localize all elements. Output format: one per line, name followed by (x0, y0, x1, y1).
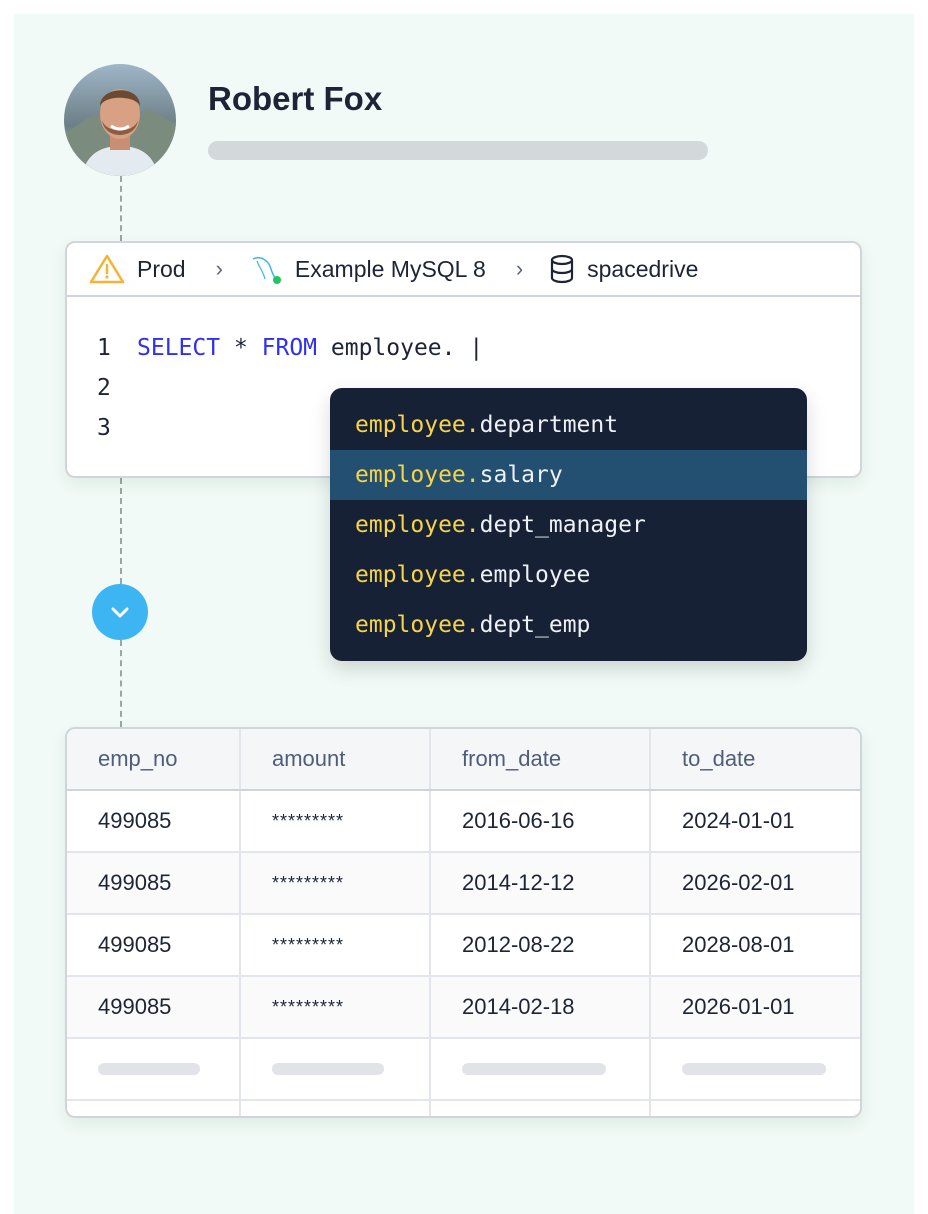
code-line: 3 (97, 415, 483, 455)
cell-emp-no: 499085 (67, 915, 241, 975)
cell-amount: ********* (241, 915, 431, 975)
connector-line (120, 640, 122, 727)
skeleton-cell (67, 1039, 241, 1099)
cell-emp-no: 499085 (67, 791, 241, 851)
table-row[interactable]: 499085 ********* 2014-12-12 2026-02-01 (67, 853, 860, 915)
suggestion-prefix: employee. (355, 562, 480, 588)
empty-cell (241, 1101, 431, 1116)
chevron-right-icon: › (215, 256, 223, 281)
user-name: Robert Fox (208, 80, 383, 117)
table-row[interactable]: 499085 ********* 2014-02-18 2026-01-01 (67, 977, 860, 1039)
cell-amount: ********* (241, 853, 431, 913)
suggestion-label: department (479, 412, 619, 438)
skeleton-cell (241, 1039, 431, 1099)
avatar (64, 64, 176, 176)
chevron-down-icon (111, 607, 129, 618)
column-header[interactable]: emp_no (67, 729, 241, 789)
code-editor[interactable]: 1 SELECT * FROM employee. | 2 3 (97, 335, 483, 455)
cell-from-date: 2012-08-22 (431, 915, 651, 975)
cell-amount: ********* (241, 791, 431, 851)
column-header[interactable]: to_date (682, 746, 756, 771)
suggestion-prefix: employee. (355, 412, 480, 438)
suggestion-label: dept_emp (479, 612, 591, 638)
warning-icon (89, 254, 125, 284)
operator: * (220, 335, 262, 361)
cell-amount: ********* (241, 977, 431, 1037)
skeleton-placeholder (208, 141, 708, 160)
mysql-dolphin-icon (249, 253, 283, 285)
autocomplete-dropdown: employee.department employee.salary empl… (330, 388, 807, 661)
autocomplete-item[interactable]: employee.department (330, 400, 807, 450)
keyword: SELECT (137, 335, 221, 361)
empty-cell (651, 1101, 860, 1116)
results-table: emp_no amount from_date to_date 499085 *… (65, 727, 862, 1118)
breadcrumb-item-env[interactable]: Prod (137, 255, 186, 282)
connector-line (120, 176, 122, 241)
suggestion-label: employee (479, 562, 591, 588)
line-number: 1 (97, 335, 111, 361)
table-row-empty (67, 1101, 860, 1116)
cell-emp-no: 499085 (67, 977, 241, 1037)
breadcrumb: Prod › Example MySQL 8 › spacedrive (67, 243, 860, 297)
suggestion-label: dept_manager (479, 512, 646, 538)
cell-to-date: 2028-08-01 (682, 932, 795, 957)
column-header[interactable]: from_date (431, 729, 651, 789)
table-row[interactable]: 499085 ********* 2016-06-16 2024-01-01 (67, 791, 860, 853)
table-row-loading (67, 1039, 860, 1101)
code-line: 1 SELECT * FROM employee. | (97, 335, 483, 375)
suggestion-prefix: employee. (355, 512, 480, 538)
keyword: FROM (261, 335, 318, 361)
expand-button[interactable] (92, 584, 148, 640)
breadcrumb-item-database[interactable]: spacedrive (587, 255, 699, 282)
cell-to-date: 2026-01-01 (682, 994, 795, 1019)
cell-to-date: 2026-02-01 (682, 870, 795, 895)
code-text: employee. | (317, 335, 484, 361)
suggestion-prefix: employee. (355, 612, 480, 638)
breadcrumb-item-connection[interactable]: Example MySQL 8 (294, 255, 486, 282)
cell-emp-no: 499085 (67, 853, 241, 913)
suggestion-prefix: employee. (355, 462, 480, 488)
cell-from-date: 2014-12-12 (431, 853, 651, 913)
table-header: emp_no amount from_date to_date (67, 729, 860, 791)
cell-to-date: 2024-01-01 (682, 808, 795, 833)
skeleton-cell (651, 1039, 860, 1099)
line-number: 3 (97, 415, 111, 441)
empty-cell (431, 1101, 651, 1116)
cell-from-date: 2014-02-18 (431, 977, 651, 1037)
connector-line (120, 478, 122, 584)
chevron-right-icon: › (515, 256, 524, 281)
line-number: 2 (97, 375, 111, 401)
skeleton-cell (431, 1039, 651, 1099)
table-row[interactable]: 499085 ********* 2012-08-22 2028-08-01 (67, 915, 860, 977)
suggestion-label: salary (479, 462, 563, 488)
autocomplete-item-selected[interactable]: employee.salary (330, 450, 807, 500)
column-header[interactable]: amount (241, 729, 431, 789)
autocomplete-item[interactable]: employee.employee (330, 550, 807, 600)
cell-from-date: 2016-06-16 (431, 791, 651, 851)
autocomplete-item[interactable]: employee.dept_manager (330, 500, 807, 550)
database-icon (549, 254, 575, 284)
empty-cell (67, 1101, 241, 1116)
code-line: 2 (97, 375, 483, 415)
autocomplete-item[interactable]: employee.dept_emp (330, 600, 807, 650)
